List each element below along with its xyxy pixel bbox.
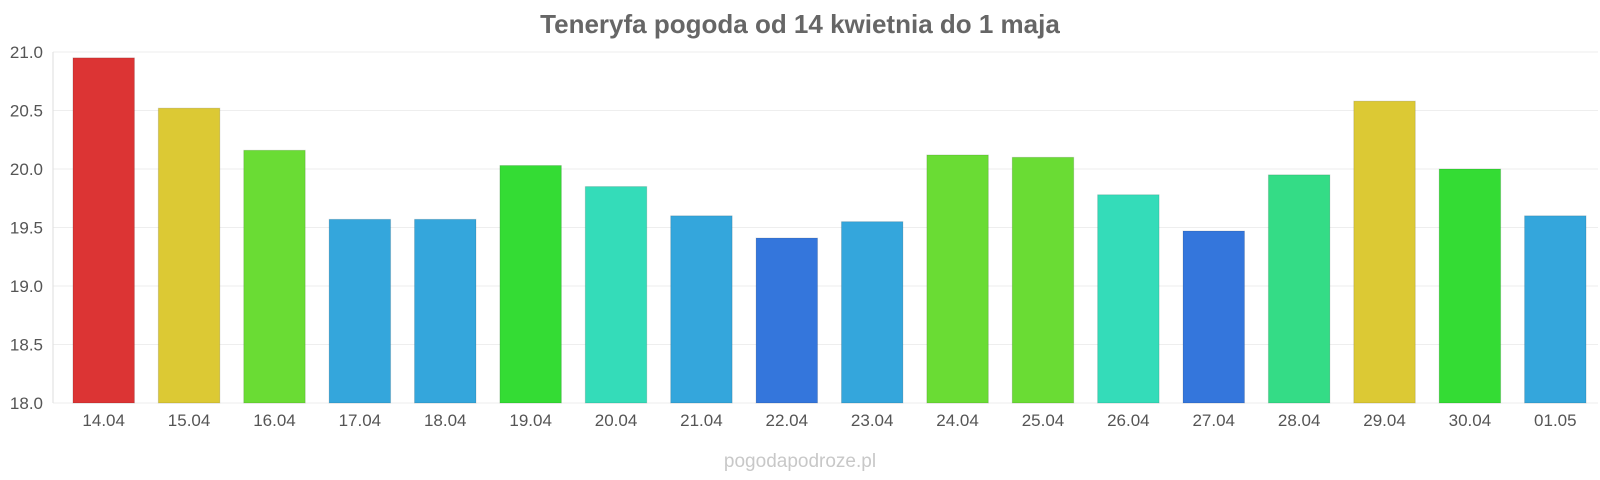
- x-tick-label: 30.04: [1449, 411, 1492, 430]
- x-tick-label: 14.04: [82, 411, 125, 430]
- bar-24.04: [926, 154, 989, 404]
- y-tick-label: 19.0: [10, 277, 43, 296]
- x-tick-label: 28.04: [1278, 411, 1321, 430]
- bar-29.04: [1353, 100, 1416, 404]
- x-tick-label: 26.04: [1107, 411, 1150, 430]
- bar-20.04: [584, 186, 648, 404]
- bar-18.04: [414, 218, 477, 404]
- x-tick-label: 24.04: [936, 411, 979, 430]
- x-tick-label: 20.04: [595, 411, 638, 430]
- x-tick-label: 23.04: [851, 411, 894, 430]
- bar-19.04: [499, 164, 562, 404]
- y-tick-label: 20.5: [10, 102, 43, 121]
- bar-23.04: [840, 221, 904, 404]
- bar-28.04: [1267, 174, 1331, 404]
- x-tick-label: 17.04: [339, 411, 382, 430]
- x-tick-label: 25.04: [1022, 411, 1065, 430]
- gridlines: [53, 51, 1598, 404]
- bar-21.04: [670, 215, 733, 404]
- bar-17.04: [328, 218, 392, 404]
- y-axis-ticks: 18.0 18.5 19.0 19.5 20.0 20.5 21.0: [10, 43, 43, 413]
- x-axis-ticks: 14.04 15.04 16.04 17.04 18.04 19.04 20.04 21.04…: [82, 411, 1576, 430]
- y-tick-label: 19.5: [10, 219, 43, 238]
- y-tick-label: 18.5: [10, 336, 43, 355]
- bar-25.04: [1011, 156, 1075, 404]
- x-tick-label: 22.04: [766, 411, 809, 430]
- bar-27.04: [1182, 230, 1245, 404]
- bar-26.04: [1097, 194, 1160, 404]
- bar-01.05: [1524, 215, 1587, 404]
- bar-30.04: [1438, 168, 1502, 404]
- credit-text: pogodapodroze.pl: [724, 451, 876, 472]
- x-tick-label: 29.04: [1363, 411, 1406, 430]
- x-tick-label: 18.04: [424, 411, 467, 430]
- bar-15.04: [157, 107, 221, 404]
- x-tick-label: 01.05: [1534, 411, 1577, 430]
- y-tick-label: 21.0: [10, 43, 43, 62]
- x-tick-label: 15.04: [168, 411, 211, 430]
- bar-14.04: [72, 57, 135, 404]
- x-tick-label: 21.04: [680, 411, 723, 430]
- bars: [72, 57, 1587, 404]
- x-tick-label: 16.04: [253, 411, 296, 430]
- chart-title: Teneryfa pogoda od 14 kwietnia do 1 maja: [540, 9, 1060, 39]
- x-tick-label: 27.04: [1192, 411, 1235, 430]
- y-tick-label: 20.0: [10, 160, 43, 179]
- bar-22.04: [755, 237, 819, 404]
- y-tick-label: 18.0: [10, 394, 43, 413]
- bar-16.04: [243, 149, 306, 404]
- x-tick-label: 19.04: [509, 411, 552, 430]
